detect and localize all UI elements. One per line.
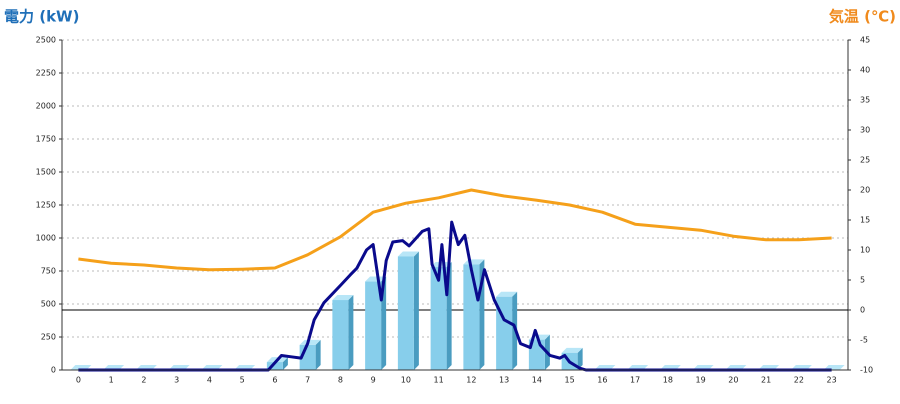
y2-tick-label: 0 [860,306,865,315]
x-tick-label: 1 [109,376,114,385]
bar-side [348,295,354,370]
bar-front [463,264,480,370]
x-tick-label: 17 [630,376,640,385]
y2-tick-label: -10 [860,366,873,375]
bar [332,295,354,370]
x-tick-label: 9 [371,376,376,385]
y2-tick-label: 15 [860,216,870,225]
bar [299,339,321,370]
power-line [78,220,832,372]
y-tick-label: 250 [41,333,56,342]
x-tick-label: 21 [761,376,771,385]
bar-front [430,267,447,370]
y2-tick-label: 35 [860,96,870,105]
y-tick-label: 2500 [36,36,56,45]
x-tick-label: 13 [499,376,509,385]
y-tick-label: 500 [41,300,56,309]
y2-tick-label: 40 [860,66,870,75]
x-tick-label: 11 [434,376,444,385]
bar [496,291,518,370]
y-axis-title: 電力 (kW) [4,8,79,26]
bar-side [413,251,419,370]
bar-top [561,347,583,353]
bar-front [332,300,349,370]
x-tick-label: 18 [663,376,673,385]
bar [397,251,419,370]
bar-top [397,251,419,257]
bar-top [496,291,518,297]
x-tick-label: 0 [76,376,81,385]
x-tick-label: 5 [240,376,245,385]
y-tick-label: 1500 [36,168,56,177]
x-tick-label: 12 [466,376,476,385]
bar-top [365,276,387,282]
x-tick-label: 23 [827,376,837,385]
y-tick-label: 2250 [36,69,56,78]
x-tick-label: 3 [174,376,179,385]
y-tick-label: 1250 [36,201,56,210]
y-tick-label: 1750 [36,135,56,144]
bar-front [266,362,283,370]
bar-top [299,339,321,345]
x-tick-label: 15 [565,376,575,385]
y-tick-label: 2000 [36,102,56,111]
x-tick-label: 8 [338,376,343,385]
y-tick-label: 750 [41,267,56,276]
x-tick-label: 4 [207,376,212,385]
temperature-line [78,188,832,272]
x-tick-label: 6 [272,376,277,385]
x-tick-label: 20 [728,376,738,385]
y2-axis-title: 気温 (℃) [829,8,896,26]
y2-tick-label: -5 [860,336,868,345]
y2-tick-label: 10 [860,246,870,255]
y-tick-label: 1000 [36,234,56,243]
bar-front [397,256,414,370]
y2-tick-label: 30 [860,126,870,135]
y2-tick-label: 20 [860,186,870,195]
x-tick-label: 7 [305,376,310,385]
y2-tick-label: 25 [860,156,870,165]
x-tick-label: 16 [597,376,607,385]
x-tick-label: 2 [141,376,146,385]
x-tick-label: 19 [696,376,706,385]
bar-top [332,295,354,301]
y-tick-label: 0 [51,366,56,375]
bar-front [365,281,382,370]
y2-tick-label: 5 [860,276,865,285]
x-tick-label: 10 [401,376,411,385]
y2-tick-label: 45 [860,36,870,45]
bar-side [577,347,583,370]
x-tick-label: 14 [532,376,542,385]
x-tick-label: 22 [794,376,804,385]
bar-side [282,357,288,370]
bar-side [315,339,321,370]
